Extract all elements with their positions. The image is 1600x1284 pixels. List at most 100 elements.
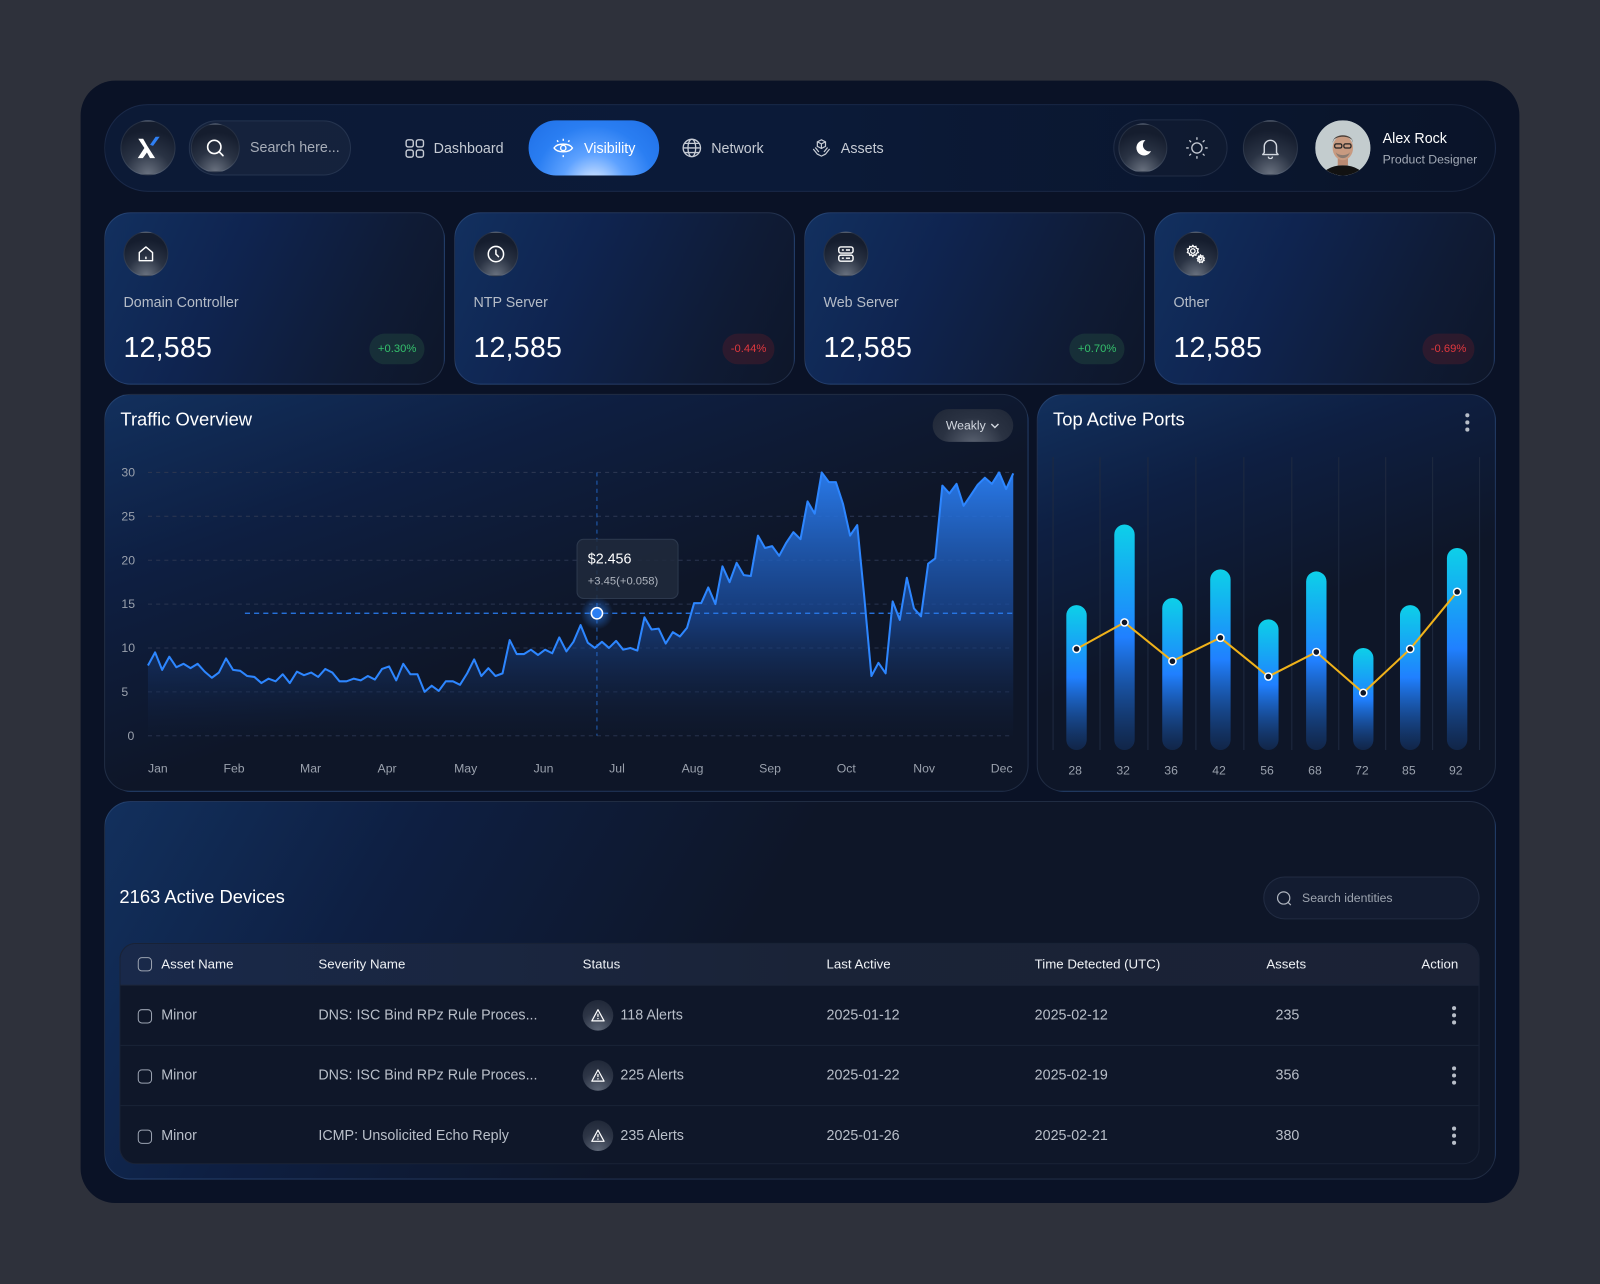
dot — [1452, 1073, 1457, 1078]
chevron-down-icon — [990, 423, 1000, 429]
x-tick: May — [454, 761, 478, 776]
line-point[interactable] — [1120, 618, 1129, 627]
user-avatar[interactable] — [1315, 120, 1371, 176]
port-bar[interactable] — [1353, 647, 1374, 750]
nav-label: Network — [711, 139, 764, 157]
user-name: Alex Rock — [1382, 129, 1447, 146]
select-all-checkbox[interactable] — [137, 957, 153, 972]
dot — [1452, 1133, 1457, 1138]
stat-icon — [823, 231, 869, 277]
row-action-button[interactable] — [1452, 1006, 1457, 1027]
nav-item-network[interactable]: Network — [682, 120, 764, 175]
port-label: 42 — [1212, 763, 1226, 778]
dot — [1452, 1013, 1457, 1018]
search-identities-input[interactable]: Search identities — [1302, 890, 1393, 906]
server-icon — [838, 246, 854, 262]
nav-item-assets[interactable]: Assets — [811, 120, 884, 175]
column-header[interactable]: Severity Name — [318, 956, 406, 972]
x-tick: Aug — [681, 761, 704, 776]
stat-change-badge: +0.30% — [369, 333, 425, 365]
line-point[interactable] — [1264, 672, 1273, 681]
x-tick: Jan — [147, 761, 168, 776]
row-checkbox[interactable] — [137, 1009, 153, 1024]
dot — [1452, 1006, 1457, 1011]
stat-value: 12,585 — [123, 331, 213, 364]
port-label: 32 — [1116, 763, 1130, 778]
nav-label: Dashboard — [433, 139, 504, 157]
tooltip-change: +3.45(+0.058) — [587, 575, 659, 588]
column-header[interactable]: Asset Name — [161, 956, 234, 972]
stat-card-ntp-server[interactable]: NTP Server 12,585 -0.44% — [454, 212, 795, 385]
line-point[interactable] — [1358, 688, 1368, 698]
stat-card-web-server[interactable]: Web Server 12,585 +0.70% — [804, 212, 1145, 385]
asset-name: Minor — [161, 1066, 197, 1083]
line-point[interactable] — [1452, 587, 1462, 597]
light-mode-button[interactable] — [1185, 136, 1209, 160]
search-button[interactable] — [190, 123, 240, 173]
x-tick: Jul — [609, 761, 625, 776]
row-action-button[interactable] — [1452, 1126, 1457, 1148]
dark-mode-button[interactable] — [1118, 123, 1168, 173]
nav-item-dashboard[interactable]: Dashboard — [405, 120, 504, 175]
period-dropdown[interactable]: Weakly — [932, 409, 1014, 442]
port-bar[interactable] — [1066, 605, 1087, 750]
line-point[interactable] — [1168, 656, 1177, 666]
line-point[interactable] — [1405, 644, 1415, 654]
stat-card-other[interactable]: Other 12,585 -0.69% — [1154, 212, 1495, 385]
stat-value: 12,585 — [473, 331, 563, 364]
port-bar[interactable] — [1258, 619, 1279, 750]
line-point[interactable] — [1072, 644, 1081, 654]
port-bar[interactable] — [1210, 569, 1231, 750]
stat-icon — [123, 231, 169, 277]
x-logo-icon — [137, 136, 160, 159]
port-bar[interactable] — [1114, 524, 1135, 750]
table-row[interactable]: Minor ICMP: Unsolicited Echo Reply 235 A… — [120, 1105, 1479, 1163]
stat-label: Domain Controller — [123, 293, 239, 311]
stat-change-badge: -0.44% — [722, 333, 775, 365]
moon-icon — [1136, 140, 1152, 156]
x-tick: Jun — [533, 761, 554, 776]
stat-change-badge: -0.69% — [1422, 333, 1475, 365]
logo[interactable] — [120, 120, 176, 176]
port-label: 28 — [1068, 763, 1082, 778]
column-header[interactable]: Status — [582, 956, 621, 972]
y-tick: 25 — [121, 509, 136, 524]
dot — [1452, 1140, 1457, 1145]
identities-search[interactable]: Search identities — [1263, 876, 1480, 920]
y-tick: 10 — [121, 640, 136, 656]
highlight-point — [590, 606, 604, 620]
x-tick: Dec — [990, 761, 1013, 776]
table-row[interactable]: Minor DNS: ISC Bind RPz Rule Proces... 2… — [120, 1044, 1479, 1105]
stat-card-domain-controller[interactable]: Domain Controller 12,585 +0.30% — [104, 212, 445, 385]
row-checkbox[interactable] — [137, 1129, 153, 1144]
port-bar[interactable] — [1446, 547, 1468, 750]
last-active: 2025-01-12 — [826, 1006, 900, 1023]
nav-item-visibility[interactable]: Visibility — [528, 120, 660, 176]
status-text: 235 Alerts — [620, 1126, 684, 1143]
line-point[interactable] — [1311, 647, 1321, 657]
column-header[interactable]: Time Detected (UTC) — [1034, 956, 1161, 972]
column-header: Action — [1421, 956, 1459, 972]
globe-icon — [682, 138, 702, 158]
user-role: Product Designer — [1382, 152, 1478, 167]
bell-icon — [1262, 139, 1279, 160]
port-bar[interactable] — [1306, 571, 1327, 750]
y-tick: 20 — [121, 553, 136, 568]
row-checkbox[interactable] — [137, 1069, 153, 1084]
row-action-button[interactable] — [1452, 1066, 1457, 1087]
column-header[interactable]: Last Active — [826, 956, 891, 972]
table-row[interactable]: Minor DNS: ISC Bind RPz Rule Proces... 1… — [120, 984, 1479, 1045]
search-input[interactable]: Search here... — [249, 138, 340, 156]
port-bar[interactable] — [1162, 597, 1183, 750]
port-bar[interactable] — [1399, 605, 1421, 750]
dot — [1452, 1080, 1457, 1085]
ports-more-button[interactable] — [1465, 413, 1470, 434]
port-label: 92 — [1448, 763, 1463, 778]
line-point[interactable] — [1216, 633, 1225, 643]
dot — [1452, 1066, 1457, 1071]
column-header[interactable]: Assets — [1266, 956, 1307, 972]
status-icon — [582, 1060, 614, 1091]
notifications-button[interactable] — [1242, 120, 1298, 176]
dot — [1465, 420, 1470, 425]
